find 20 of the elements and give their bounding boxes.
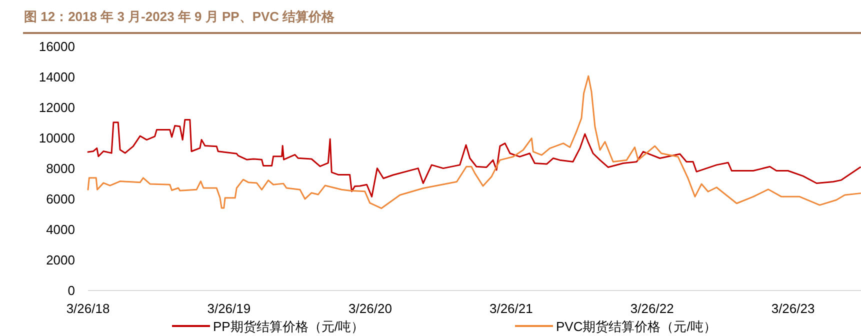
y-tick-label: 2000	[46, 252, 75, 268]
y-tick-label: 14000	[38, 70, 75, 84]
y-tick-label: 10000	[38, 130, 75, 146]
legend-item: PP期货结算价格（元/吨）	[172, 319, 364, 334]
x-tick-label: 3/26/18	[66, 301, 110, 316]
legend-label: PVC期货结算价格（元/吨）	[556, 319, 716, 334]
x-tick-label: 3/26/23	[771, 301, 815, 316]
chart-title: 图 12：2018 年 3 月-2023 年 9 月 PP、PVC 结算价格	[24, 9, 336, 24]
x-tick-label: 3/26/22	[630, 301, 674, 316]
y-tick-label: 0	[68, 283, 75, 298]
x-tick-label: 3/26/20	[348, 301, 392, 316]
legend-label: PP期货结算价格（元/吨）	[213, 319, 364, 334]
y-tick-label: 4000	[46, 222, 75, 237]
y-tick-label: 6000	[46, 192, 75, 206]
x-tick-label: 3/26/19	[207, 301, 251, 316]
y-tick-label: 8000	[46, 161, 75, 176]
y-tick-label: 12000	[38, 100, 75, 115]
y-tick-label: 16000	[38, 39, 75, 54]
x-tick-label: 3/26/21	[489, 301, 533, 316]
legend-item: PVC期货结算价格（元/吨）	[515, 319, 716, 334]
